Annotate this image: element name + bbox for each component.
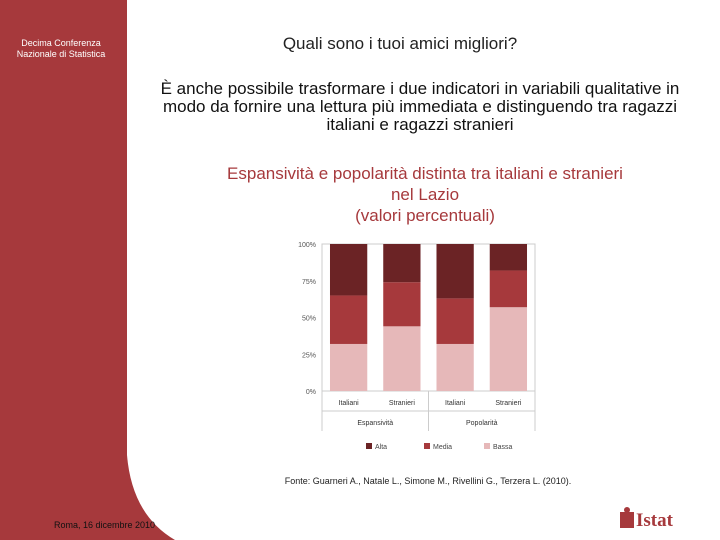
istat-logo-text: Istat (636, 510, 673, 531)
bar-segment-media (489, 270, 528, 308)
intro-text: È anche possibile trasformare i due indi… (160, 79, 680, 134)
bar-segment-alta (436, 244, 474, 299)
source-note: Fonte: Guarneri A., Natale L., Simone M.… (284, 476, 572, 486)
chart-heading-line2: nel Lazio (390, 185, 460, 204)
x-category-label: Stranieri (389, 400, 416, 407)
bar-segment-alta (383, 244, 421, 283)
legend-label: Bassa (493, 444, 513, 451)
stacked-bar-chart: 0% 25% 50% 75% 100% Italiani Stranieri Italiani… (298, 242, 536, 451)
bar-segment-bassa (489, 307, 528, 391)
chart-heading-line3: (valori percentuali) (355, 206, 495, 225)
chart-heading: Espansività e popolarità distinta tra it… (175, 163, 675, 226)
legend-swatch-media (424, 443, 430, 449)
x-category-label: Stranieri (495, 400, 522, 407)
legend-label: Alta (375, 444, 387, 451)
x-category-label: Italiani (339, 400, 360, 407)
x-group-label: Popolarità (466, 420, 498, 427)
y-tick-label: 0% (306, 389, 316, 396)
bar-segment-bassa (383, 326, 421, 391)
legend-swatch-bassa (484, 443, 490, 449)
legend-label: Media (433, 444, 452, 451)
bar-segment-media (436, 298, 474, 344)
legend-swatch-alta (366, 443, 372, 449)
bar-segment-alta (489, 244, 528, 271)
bar-segment-bassa (436, 343, 474, 391)
conference-title: Decima Conferenza Nazionale di Statistic… (16, 38, 106, 59)
sidebar-band (0, 0, 127, 540)
bar-segment-media (383, 282, 421, 327)
y-tick-label: 100% (298, 242, 316, 249)
istat-logo-icon (620, 507, 634, 528)
presentation-date: Roma, 16 dicembre 2010 (54, 520, 156, 530)
bar-segment-alta (329, 244, 368, 296)
x-category-label: Italiani (445, 400, 466, 407)
chart-heading-line1: Espansività e popolarità distinta tra it… (227, 164, 623, 183)
slide-title: Quali sono i tuoi amici migliori? (282, 34, 518, 53)
y-tick-label: 50% (302, 316, 316, 323)
bar-segment-bassa (329, 343, 368, 391)
x-group-label: Espansività (357, 420, 393, 427)
bar-segment-media (329, 295, 368, 344)
sidebar-curve-decoration (0, 455, 175, 540)
y-tick-label: 25% (302, 352, 316, 359)
y-tick-label: 75% (302, 279, 316, 286)
